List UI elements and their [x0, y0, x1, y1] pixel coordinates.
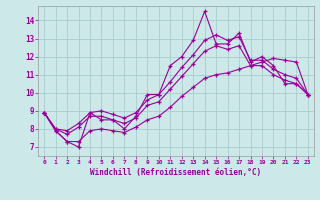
X-axis label: Windchill (Refroidissement éolien,°C): Windchill (Refroidissement éolien,°C) [91, 168, 261, 177]
